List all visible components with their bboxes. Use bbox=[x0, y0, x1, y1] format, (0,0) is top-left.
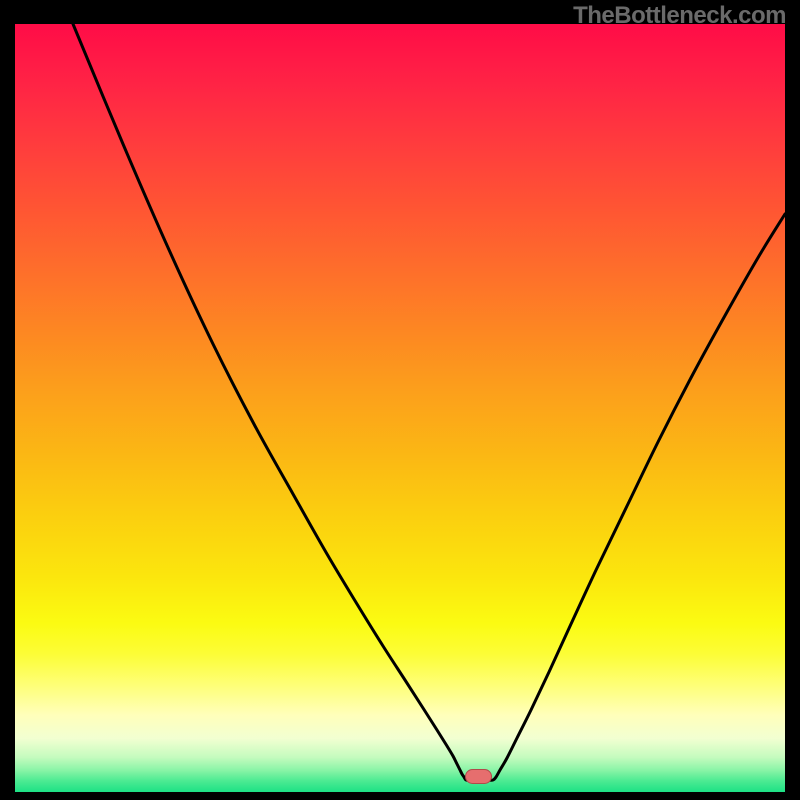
minimum-marker bbox=[465, 769, 492, 784]
chart-frame: TheBottleneck.com bbox=[0, 0, 800, 800]
plot-area bbox=[15, 24, 785, 792]
watermark-text: TheBottleneck.com bbox=[573, 2, 786, 30]
